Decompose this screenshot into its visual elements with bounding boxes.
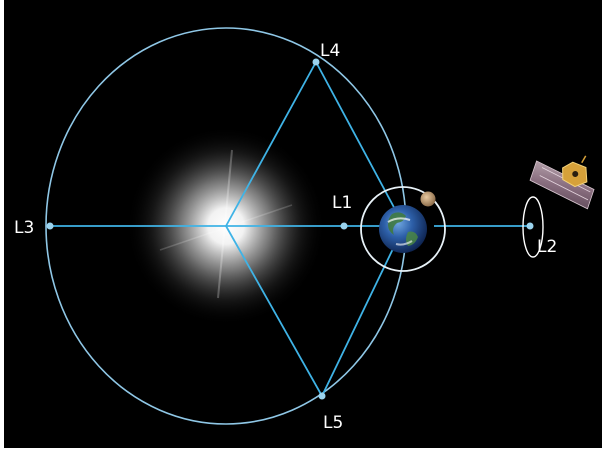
l3-label: L3 [14,218,34,238]
space-telescope-icon [529,155,595,210]
lagrange-point-markers [46,58,534,400]
l5-label: L5 [323,413,343,433]
l2-point [526,222,534,230]
l2-halo-orbit [522,196,544,258]
moon-orbit [360,186,446,272]
moon-icon [420,191,436,207]
l2-label: L2 [537,237,557,257]
l4-point [312,58,320,66]
lagrange-lines [50,61,530,397]
sun-l4-line [225,61,317,227]
l1-label: L1 [332,193,352,213]
sun-l5-line [225,225,323,397]
l4-earth-line [315,61,405,227]
l1-point [340,222,348,230]
l4-label: L4 [320,41,340,61]
earth-icon [379,205,427,253]
l5-earth-line [321,225,405,397]
l3-point [46,222,54,230]
l5-point [318,392,326,400]
